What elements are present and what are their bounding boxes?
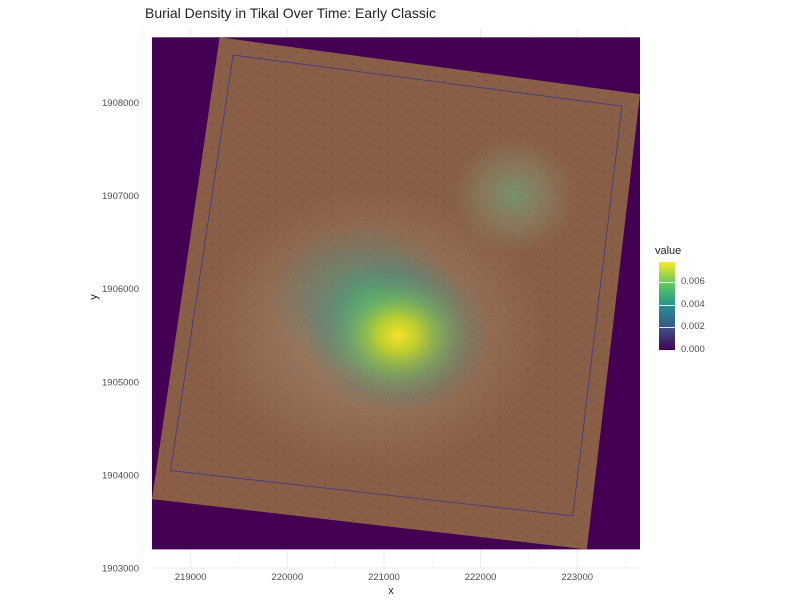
chart-title: Burial Density in Tikal Over Time: Early… bbox=[145, 5, 436, 21]
y-axis-ticks: 1903000 1904000 1905000 1906000 1907000 19080… bbox=[102, 98, 139, 575]
legend-tick-mark bbox=[659, 282, 675, 284]
legend-tick-label: 0.004 bbox=[681, 298, 705, 310]
y-tick-label: 1906000 bbox=[102, 284, 139, 295]
x-tick-label: 222000 bbox=[465, 572, 497, 583]
y-tick-label: 1903000 bbox=[102, 564, 139, 575]
density-overlay bbox=[203, 137, 577, 471]
legend-tick-label: 0.000 bbox=[681, 344, 705, 355]
x-tick-label: 221000 bbox=[368, 572, 400, 583]
y-axis-title: y bbox=[88, 294, 100, 300]
legend-title: value bbox=[655, 245, 682, 257]
density-peak bbox=[303, 255, 494, 416]
x-tick-label: 219000 bbox=[175, 572, 207, 583]
y-tick-label: 1908000 bbox=[102, 98, 139, 109]
legend-tick-mark bbox=[659, 327, 675, 329]
y-tick-label: 1907000 bbox=[102, 191, 139, 202]
legend-tick-label: 0.006 bbox=[681, 276, 705, 288]
legend-tick-mark bbox=[659, 350, 675, 351]
legend: value 0.000 0.002 0.004 0.006 bbox=[655, 245, 735, 360]
y-tick-label: 1904000 bbox=[102, 470, 139, 481]
legend-tick-label: 0.002 bbox=[681, 321, 705, 333]
x-tick-label: 223000 bbox=[561, 572, 593, 583]
y-tick-label: 1905000 bbox=[102, 377, 139, 388]
density-secondary-peak bbox=[452, 137, 577, 254]
basemap-neatline bbox=[170, 54, 623, 517]
x-axis-title: x bbox=[388, 585, 394, 597]
x-axis-ticks: 219000 220000 221000 222000 223000 bbox=[175, 572, 593, 583]
legend-colorbar bbox=[659, 262, 675, 350]
legend-tick-mark bbox=[659, 304, 675, 306]
x-tick-label: 220000 bbox=[271, 572, 303, 583]
